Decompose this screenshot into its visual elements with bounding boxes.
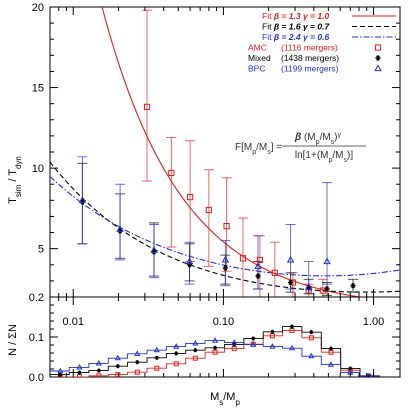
hist-y-tick-label: 0.0: [29, 372, 44, 384]
AMC-histogram-point: [154, 365, 160, 371]
legend-series-marker: [374, 44, 382, 51]
Mixed-point: [222, 265, 228, 271]
AMC-histogram-point: [212, 349, 218, 355]
x-tick-label: 0.01: [63, 316, 84, 328]
histogram-axis-ticks: 0.01 0.10 1.00 0.0 0.1 0.2: [29, 292, 400, 384]
AMC-point: [223, 223, 230, 230]
BPC-histogram-point: [308, 352, 315, 359]
Mixed-histogram-point: [77, 370, 82, 375]
Mixed-histogram-point: [193, 348, 198, 353]
AMC-histogram-point: [96, 373, 102, 377]
y-tick-label: 15: [32, 83, 44, 95]
AMC-histogram-point: [115, 372, 121, 377]
legend-series-label: BPC (1199 mergers): [248, 64, 339, 74]
legend-fit-label: Fit β = 1.3 γ = 1.0: [262, 11, 329, 21]
BPC-histogram-point: [134, 350, 141, 356]
AMC-point: [256, 256, 264, 264]
Mixed-point: [324, 286, 330, 292]
y-tick-label: 20: [32, 2, 44, 14]
AMC-histogram-point: [134, 369, 140, 375]
main-plot: [50, 7, 400, 297]
y-tick-label: 5: [38, 244, 44, 256]
y-axis-title: Tsim / Tdyn: [7, 156, 23, 204]
AMC-histogram: [50, 330, 380, 377]
AMC-point: [271, 269, 278, 276]
hist-y-tick-label: 0.2: [29, 292, 44, 304]
Mixed-histogram-point: [213, 345, 218, 350]
Mixed-histogram-point: [251, 336, 256, 341]
AMC-point: [205, 206, 212, 214]
BPC-point: [185, 257, 194, 265]
BPC-point: [221, 255, 230, 263]
histogram-plot: [50, 324, 380, 377]
legend-series-marker: [375, 55, 381, 61]
BPC-histogram-point: [76, 363, 83, 370]
BPC-point: [116, 225, 124, 232]
legend-fit-label: Fit β = 2.4 γ = 0.6: [262, 32, 329, 42]
AMC-histogram-point: [308, 335, 314, 341]
BPC-histogram-point: [366, 372, 372, 377]
BPC-point: [254, 262, 262, 269]
BPC-histogram-point: [192, 339, 199, 346]
BPC-point: [305, 283, 313, 290]
svg-text:β (Mp/Ms)γ: β (Mp/Ms)γ: [294, 132, 342, 146]
Mixed-histogram-point: [154, 355, 159, 360]
Mixed-histogram-point: [96, 368, 101, 373]
legend-series-label: Mixed (1438 mergers): [248, 53, 339, 63]
Mixed-histogram-point: [174, 351, 179, 356]
BPC-histogram-point: [231, 339, 238, 345]
Mixed-point: [350, 283, 356, 289]
x-tick-label: 0.10: [213, 316, 234, 328]
Mixed-histogram-point: [270, 329, 275, 334]
AMC-point: [186, 194, 194, 201]
BPC-histogram-point: [57, 367, 64, 374]
legend-fit-label: Fit β = 1.6 γ = 0.7: [262, 22, 330, 32]
histogram-frame: [49, 296, 401, 378]
Mixed-histogram-point: [309, 330, 314, 335]
BPC-point: [78, 196, 87, 203]
x-tick-label: 1.00: [363, 316, 384, 328]
legend-series-marker: [374, 64, 382, 72]
BPC-histogram-point: [288, 344, 295, 351]
hist-y-tick-label: 0.1: [29, 332, 44, 344]
BPC-histogram-point: [327, 361, 334, 367]
BPC-histogram-point: [153, 346, 160, 353]
Mixed-histogram-point: [289, 324, 294, 329]
BPC-histogram: [50, 340, 380, 377]
BPC-point: [150, 246, 158, 253]
Mixed-point: [255, 273, 261, 279]
BPC-histogram-point: [173, 343, 180, 349]
legend-series-label: AMC (1116 mergers): [248, 43, 338, 53]
BPC-histogram-point: [212, 337, 219, 343]
formula-annotation: F[Mp/Ms] = β (Mp/Ms)γ ln[1+(Mp/Ms)]: [235, 132, 366, 164]
Mixed-point: [287, 279, 294, 286]
svg-text:F[Mp/Ms] =: F[Mp/Ms] =: [235, 142, 282, 156]
histogram-y-axis-title: N / ΣN: [7, 324, 19, 356]
BPC-point: [286, 255, 295, 263]
BPC-point: [323, 257, 331, 265]
BPC-histogram-point: [95, 359, 102, 366]
BPC-histogram-point: [269, 343, 276, 349]
AMC-point: [168, 169, 175, 177]
svg-text:ln[1+(Mp/Ms)]: ln[1+(Mp/Ms)]: [295, 150, 353, 164]
BPC-histogram-point: [250, 341, 257, 347]
x-axis-title: Ms/Mp: [210, 391, 240, 407]
AMC-histogram-point: [192, 355, 198, 361]
Mixed-point: [186, 262, 193, 268]
BPC-histogram-point: [114, 354, 121, 361]
AMC-point: [239, 255, 247, 262]
Mixed-histogram-point: [115, 364, 120, 369]
Mixed-histogram-point: [135, 360, 140, 365]
main-axis-ticks: 5 10 15 20: [32, 2, 400, 298]
y-tick-label: 10: [32, 163, 44, 175]
Mixed-histogram-point: [328, 346, 333, 351]
AMC-point: [143, 103, 151, 110]
AMC-histogram-point: [173, 361, 179, 367]
